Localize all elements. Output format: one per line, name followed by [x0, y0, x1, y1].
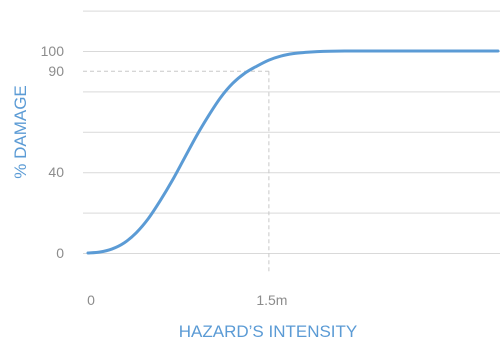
y-tick-label-40: 40: [48, 164, 64, 180]
reference-lines: [83, 70, 270, 272]
series-line-0: [86, 49, 500, 255]
y-tick-label-90: 90: [48, 63, 64, 79]
gridlines: [83, 10, 500, 254]
y-axis-title: % DAMAGE: [11, 85, 30, 179]
x-axis-title: HAZARD’S INTENSITY: [179, 322, 358, 341]
curve-layer: [86, 49, 500, 255]
tick-labels: 0 40 90 100 0 1.5m: [41, 43, 288, 308]
x-tick-label-1: 1.5m: [256, 292, 287, 308]
y-tick-label-0: 0: [56, 245, 64, 261]
x-tick-label-0: 0: [87, 292, 95, 308]
y-tick-label-100: 100: [41, 43, 65, 59]
